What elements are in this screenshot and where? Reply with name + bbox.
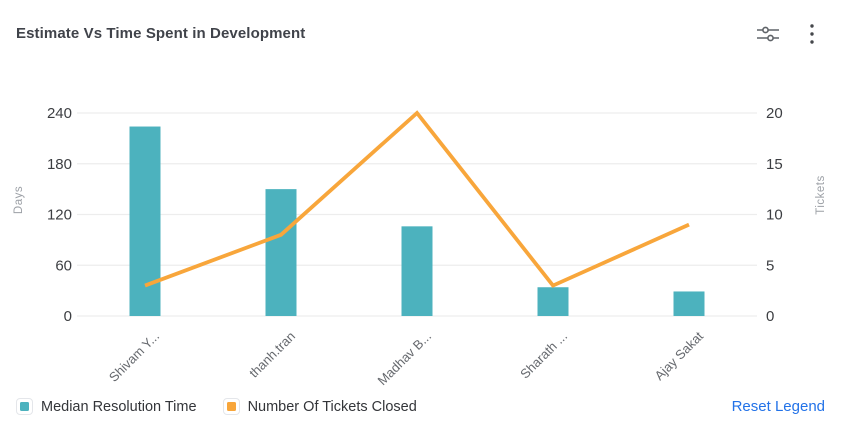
kebab-menu-icon (810, 24, 814, 44)
right-axis-tick-label: 15 (766, 156, 783, 173)
left-axis-tick-label: 0 (64, 308, 72, 325)
chart-legend: Median Resolution Time Number Of Tickets… (16, 398, 825, 415)
x-axis-category-label: Madhav B... (374, 329, 434, 389)
bar-median-resolution-time[interactable] (537, 287, 569, 316)
left-axis-title: Days (13, 186, 25, 214)
bar-series-swatch (20, 402, 29, 411)
header-actions (755, 21, 825, 47)
x-axis-category-label: thanh.tran (246, 329, 298, 381)
kebab-menu-button[interactable] (799, 21, 825, 47)
right-axis-title: Tickets (815, 175, 827, 215)
left-axis-tick-label: 180 (47, 156, 72, 173)
right-axis-tick-label: 5 (766, 257, 774, 274)
legend-item-number-of-tickets-closed[interactable]: Number Of Tickets Closed (222, 398, 417, 415)
chart-title: Estimate Vs Time Spent in Development (16, 25, 306, 42)
legend-swatch (16, 398, 33, 415)
left-axis-tick-label: 60 (55, 257, 72, 274)
line-series-swatch (226, 402, 236, 411)
filter-sliders-button[interactable] (755, 21, 781, 47)
legend-label: Median Resolution Time (41, 398, 197, 415)
x-axis-category-label: Ajay Sakat (652, 328, 707, 383)
legend-items: Median Resolution Time Number Of Tickets… (16, 398, 417, 415)
x-axis-category-label: Sharath ... (517, 329, 570, 382)
legend-item-median-resolution-time[interactable]: Median Resolution Time (16, 398, 197, 415)
legend-label: Number Of Tickets Closed (247, 398, 417, 415)
bar-median-resolution-time[interactable] (265, 189, 297, 316)
legend-swatch (222, 398, 240, 415)
sliders-icon (757, 26, 779, 42)
bar-median-resolution-time[interactable] (129, 126, 161, 317)
bar-median-resolution-time[interactable] (673, 291, 705, 316)
bar-median-resolution-time[interactable] (401, 226, 433, 316)
right-axis-tick-label: 10 (766, 207, 783, 224)
left-axis-tick-label: 120 (47, 207, 72, 224)
right-axis-tick-label: 0 (766, 308, 774, 325)
reset-legend-link[interactable]: Reset Legend (731, 398, 825, 415)
right-axis-tick-label: 20 (766, 105, 783, 122)
line-number-of-tickets-closed[interactable] (144, 110, 690, 288)
x-axis-category-label: Shivam Y... (106, 329, 162, 385)
left-axis-tick-label: 240 (47, 105, 72, 122)
